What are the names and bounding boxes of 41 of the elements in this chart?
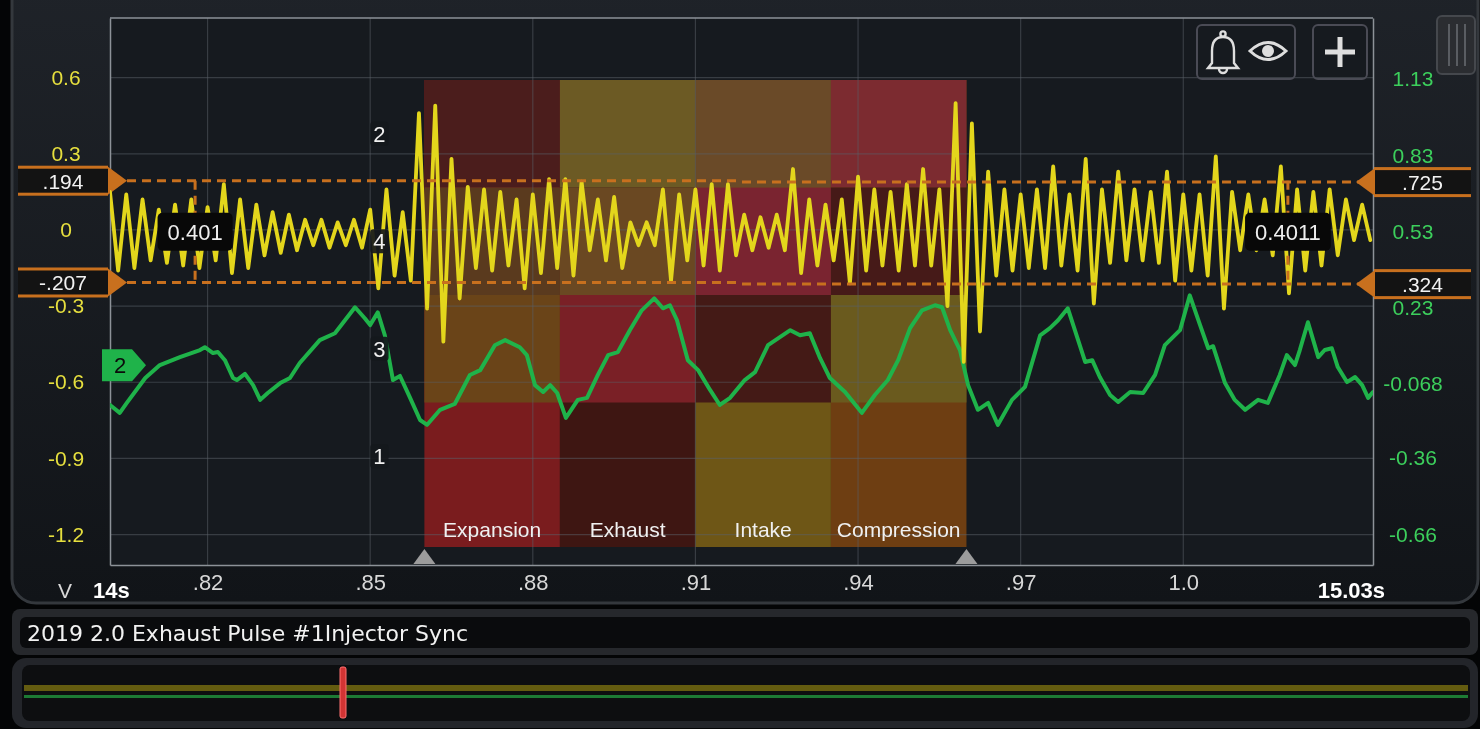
annotation: 0.401 bbox=[167, 219, 223, 245]
x-tick-label: .88 bbox=[518, 569, 549, 595]
y-tick-label: -0.3 bbox=[47, 294, 85, 318]
annotation: 4 bbox=[373, 229, 386, 255]
y-axis-title: V bbox=[57, 578, 73, 602]
y2-tick-label: 1.13 bbox=[1392, 67, 1434, 91]
line-series bbox=[110, 293, 1373, 427]
band-label: Intake bbox=[734, 517, 792, 541]
ref-line-label: .324 bbox=[1402, 273, 1444, 297]
annotation: 0.4011 bbox=[1255, 219, 1321, 245]
y2-tick-label: 0.83 bbox=[1392, 143, 1434, 167]
ref-line-label: .725 bbox=[1402, 171, 1443, 195]
annotation: 1 bbox=[373, 444, 386, 470]
ref-line-label: -.207 bbox=[39, 271, 87, 295]
text: 14s bbox=[93, 577, 130, 603]
x-tick-label: .91 bbox=[680, 569, 712, 595]
y-tick-label: -1.2 bbox=[47, 522, 85, 546]
y-tick-label: 0.3 bbox=[51, 142, 81, 166]
x-tick-label: 1.0 bbox=[1168, 569, 1200, 595]
y-tick-label: 0 bbox=[60, 218, 72, 242]
y2-tick-label: -0.66 bbox=[1389, 522, 1437, 546]
y2-tick-label: -0.068 bbox=[1383, 372, 1443, 396]
x-tick-label: .85 bbox=[355, 569, 386, 595]
annotation: 3 bbox=[373, 336, 386, 362]
text: 15.03s bbox=[1317, 577, 1385, 603]
y2-tick-label: -0.36 bbox=[1389, 446, 1437, 470]
y-tick-label: -0.6 bbox=[47, 370, 85, 394]
band-label: Exhaust bbox=[589, 517, 666, 541]
y-tick-label: 0.6 bbox=[51, 65, 81, 89]
band-label: Expansion bbox=[443, 517, 542, 541]
x-tick-label: .97 bbox=[1005, 569, 1037, 595]
band-label: Compression bbox=[836, 517, 961, 541]
x-tick-label: .82 bbox=[192, 569, 224, 595]
y2-tick-label: 0.23 bbox=[1392, 296, 1434, 320]
ref-line-label: .194 bbox=[42, 169, 84, 193]
y2-tick-label: 0.53 bbox=[1392, 219, 1434, 243]
series-label: 2 bbox=[113, 353, 127, 379]
x-tick-label: .94 bbox=[843, 569, 874, 595]
y-tick-label: -0.9 bbox=[47, 446, 85, 470]
annotation: 2 bbox=[373, 121, 386, 147]
text: 2019 2.0 Exhaust Pulse #1Injector Sync bbox=[27, 621, 469, 646]
